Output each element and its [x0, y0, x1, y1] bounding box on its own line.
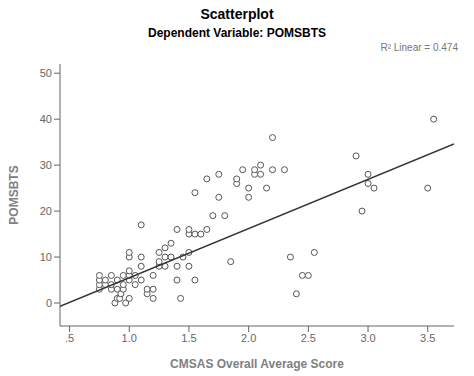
- svg-text:1.0: 1.0: [122, 332, 137, 344]
- svg-text:POMSBTS: POMSBTS: [8, 165, 21, 224]
- svg-text:3.5: 3.5: [420, 332, 435, 344]
- svg-text:2.0: 2.0: [241, 332, 256, 344]
- svg-text:40: 40: [40, 113, 52, 125]
- svg-text:20: 20: [40, 205, 52, 217]
- svg-text:CMSAS Overall Average Score: CMSAS Overall Average Score: [170, 357, 344, 371]
- html-text:Scatterplot: Scatterplot: [200, 6, 274, 22]
- svg-text:10: 10: [40, 251, 52, 263]
- svg-text:1.5: 1.5: [181, 332, 196, 344]
- svg-text:2.5: 2.5: [301, 332, 316, 344]
- html-text:Dependent Variable: POMSBTS: Dependent Variable: POMSBTS: [148, 26, 326, 40]
- svg-text:0: 0: [46, 297, 52, 309]
- svg-text:30: 30: [40, 159, 52, 171]
- html-text:R² Linear = 0.474: R² Linear = 0.474: [380, 42, 458, 53]
- svg-text:50: 50: [40, 67, 52, 79]
- svg-text:3.0: 3.0: [360, 332, 375, 344]
- svg-text:.5: .5: [65, 332, 74, 344]
